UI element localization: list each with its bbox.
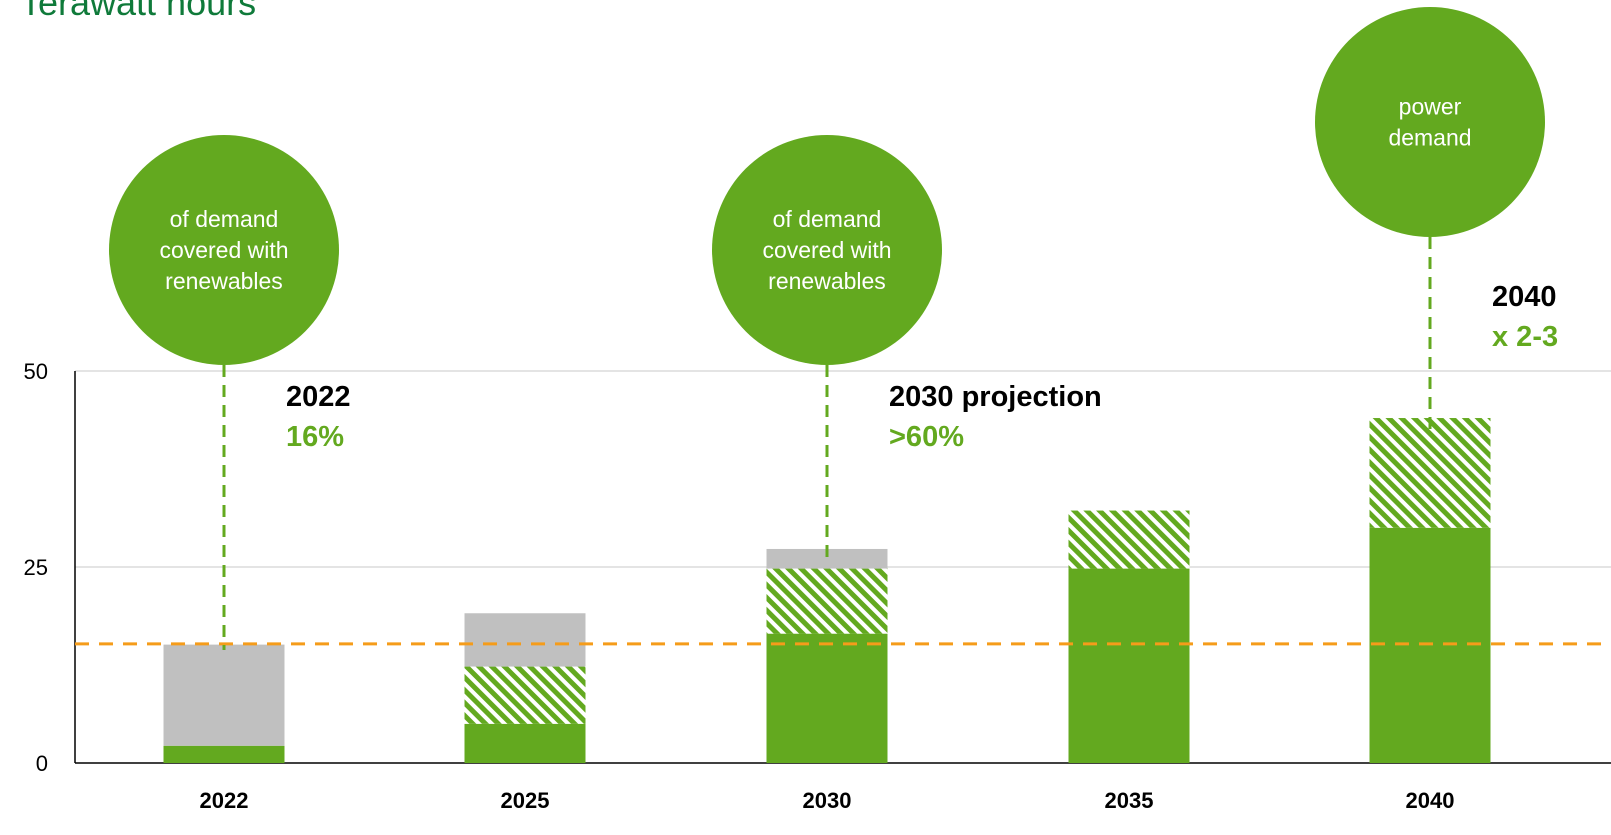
annotation-label: 2030 projection — [889, 381, 1102, 413]
callout-text-line: power — [1399, 94, 1462, 120]
callout-circle — [712, 135, 942, 365]
bar-grey-2025 — [464, 613, 586, 667]
callout-circle — [1315, 7, 1545, 237]
y-tick-label: 25 — [24, 555, 48, 580]
annotation-value: 16% — [286, 421, 344, 453]
x-tick-label: 2035 — [1105, 788, 1154, 813]
annotation-value: >60% — [889, 421, 964, 453]
callout-text-line: of demand — [170, 206, 279, 232]
bar-renewable-2025 — [464, 723, 586, 763]
bar-renewable-2035 — [1068, 568, 1190, 763]
x-tick-label: 2030 — [803, 788, 852, 813]
bar-hatched-2025 — [464, 666, 586, 724]
callout-text-line: renewables — [768, 268, 886, 294]
callout-text-line: renewables — [165, 268, 283, 294]
callout-text-line: covered with — [159, 237, 288, 263]
x-tick-label: 2040 — [1406, 788, 1455, 813]
x-tick-label: 2025 — [501, 788, 550, 813]
y-tick-label: 50 — [24, 359, 48, 384]
callout-text-line: demand — [1388, 125, 1471, 151]
chart-title: Terawatt hours — [20, 0, 257, 23]
annotation-label: 2040 — [1492, 281, 1557, 313]
bar-grey-2030 — [766, 548, 888, 569]
bar-hatched-2035 — [1068, 510, 1190, 569]
callout-text-line: of demand — [773, 206, 882, 232]
callout-circle — [109, 135, 339, 365]
bar-renewable-2030 — [766, 633, 888, 763]
bar-grey-2022 — [163, 644, 285, 746]
y-tick-label: 0 — [36, 751, 48, 776]
annotation-value: x 2-3 — [1492, 321, 1558, 353]
x-tick-label: 2022 — [200, 788, 249, 813]
callout-text-line: covered with — [762, 237, 891, 263]
annotation-label: 2022 — [286, 381, 351, 413]
bar-hatched-2040 — [1369, 418, 1491, 528]
bar-renewable-2022 — [163, 745, 285, 763]
bar-renewable-2040 — [1369, 527, 1491, 763]
bar-hatched-2030 — [766, 568, 888, 634]
